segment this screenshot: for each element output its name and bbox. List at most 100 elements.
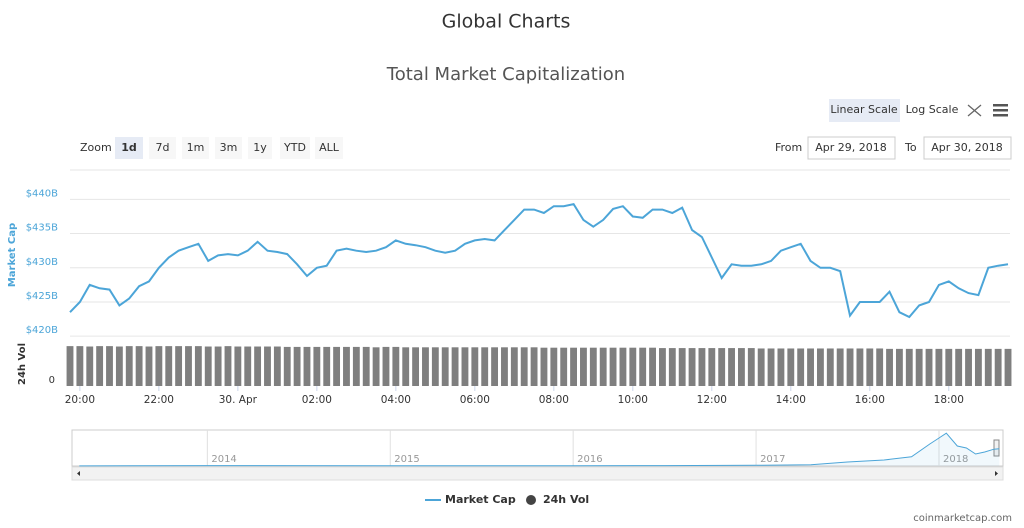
volume-bar <box>807 348 814 386</box>
volume-bar <box>589 347 597 386</box>
navigator-handle[interactable] <box>993 439 1000 457</box>
volume-bar <box>86 346 94 386</box>
volume-bar <box>757 348 765 386</box>
volume-bar <box>283 346 291 386</box>
zoom-button[interactable] <box>149 137 176 159</box>
zoom-option[interactable]: 1d <box>121 141 137 154</box>
y-tick-label: $430B <box>26 257 58 268</box>
zoom-option[interactable]: 1y <box>253 141 267 154</box>
volume-bar <box>106 346 113 386</box>
volume-bar <box>234 346 242 386</box>
to-date[interactable]: Apr 30, 2018 <box>931 141 1003 154</box>
y-tick-label: $435B <box>26 223 58 234</box>
chart-title: Total Market Capitalization <box>386 64 625 85</box>
volume-bar <box>1004 348 1012 386</box>
volume-bar <box>738 348 745 386</box>
volume-bar <box>343 346 350 386</box>
credit: coinmarketcap.com <box>913 513 1012 524</box>
volume-bar <box>580 347 587 386</box>
volume-bar <box>550 347 558 386</box>
zoom-button[interactable] <box>215 137 242 159</box>
zoom-button[interactable] <box>182 137 209 159</box>
volume-bar <box>313 346 321 386</box>
zoom-button[interactable] <box>115 137 143 159</box>
volume-bar <box>747 348 755 386</box>
zoom-option[interactable]: YTD <box>283 141 306 154</box>
volume-bar <box>214 346 222 386</box>
volume-bar <box>649 347 656 386</box>
volume-tick-label: 0 <box>49 375 55 386</box>
x-tick-label: 18:00 <box>934 394 964 406</box>
zoom-option[interactable]: 7d <box>156 141 170 154</box>
volume-bar <box>510 347 518 386</box>
navigator-tick-label: 2016 <box>577 454 602 465</box>
volume-bar <box>254 346 262 386</box>
volume-bar <box>185 346 192 386</box>
volume-axis-label: 24h Vol <box>17 343 28 385</box>
x-tick-label: 06:00 <box>460 394 490 406</box>
log-scale-label[interactable]: Log Scale <box>906 103 959 116</box>
volume-bar <box>974 348 982 386</box>
volume-bar <box>856 348 864 386</box>
volume-bar <box>66 346 74 386</box>
volume-bar <box>520 347 528 386</box>
volume-bar <box>708 348 716 386</box>
volume-bar <box>668 348 676 386</box>
volume-bar <box>372 347 380 386</box>
volume-bar <box>224 346 232 386</box>
volume-bar <box>659 348 666 386</box>
volume-bar <box>264 346 271 386</box>
volume-bar <box>728 348 735 386</box>
navigator-tick-label: 2014 <box>211 454 236 465</box>
volume-bar <box>935 348 943 386</box>
volume-bar <box>698 348 706 386</box>
volume-bar <box>816 348 824 386</box>
fullscreen-icon[interactable] <box>967 104 982 117</box>
volume-bar <box>412 347 420 386</box>
x-tick-label: 30. Apr <box>219 394 258 406</box>
volume-bar <box>501 347 508 386</box>
navigator-tick-label: 2018 <box>943 454 968 465</box>
volume-bar <box>76 346 84 386</box>
zoom-button[interactable] <box>280 137 310 159</box>
from-date[interactable]: Apr 29, 2018 <box>815 141 887 154</box>
zoom-button[interactable] <box>248 137 272 159</box>
to-input[interactable] <box>923 136 1012 160</box>
linear-scale-button[interactable] <box>829 99 900 122</box>
linear-scale-label[interactable]: Linear Scale <box>830 103 898 116</box>
y-axis-label: Market Cap <box>7 223 18 287</box>
volume-bar <box>491 347 499 386</box>
x-tick-label: 14:00 <box>776 394 806 406</box>
zoom-button[interactable] <box>315 137 343 159</box>
volume-bar <box>876 348 884 386</box>
volume-bar <box>471 347 479 386</box>
volume-bar <box>293 346 301 386</box>
legend-label[interactable]: Market Cap <box>445 493 516 506</box>
menu-icon[interactable] <box>993 104 1008 117</box>
volume-bar <box>767 348 775 386</box>
volume-bar <box>915 348 923 386</box>
volume-bar <box>441 347 449 386</box>
volume-bar <box>688 348 696 386</box>
volume-bar <box>609 347 617 386</box>
volume-bar <box>540 347 548 386</box>
from-input[interactable] <box>807 136 896 160</box>
volume-bar <box>402 347 410 386</box>
volume-bar <box>461 347 469 386</box>
zoom-option[interactable]: ALL <box>319 141 340 154</box>
x-tick-label: 10:00 <box>618 394 648 406</box>
x-tick-label: 02:00 <box>302 394 332 406</box>
volume-bar <box>303 346 311 386</box>
y-tick-label: $440B <box>26 188 58 199</box>
volume-bar <box>96 346 104 386</box>
volume-bar <box>787 348 795 386</box>
volume-bar <box>244 346 252 386</box>
volume-bar <box>362 346 370 386</box>
zoom-option[interactable]: 3m <box>220 141 238 154</box>
market-cap-line <box>69 202 1009 319</box>
legend-label[interactable]: 24h Vol <box>543 493 589 506</box>
navigator-tick-label: 2017 <box>760 454 785 465</box>
zoom-option[interactable]: 1m <box>187 141 205 154</box>
volume-bar <box>678 348 686 386</box>
scrollbar[interactable] <box>71 466 1004 481</box>
